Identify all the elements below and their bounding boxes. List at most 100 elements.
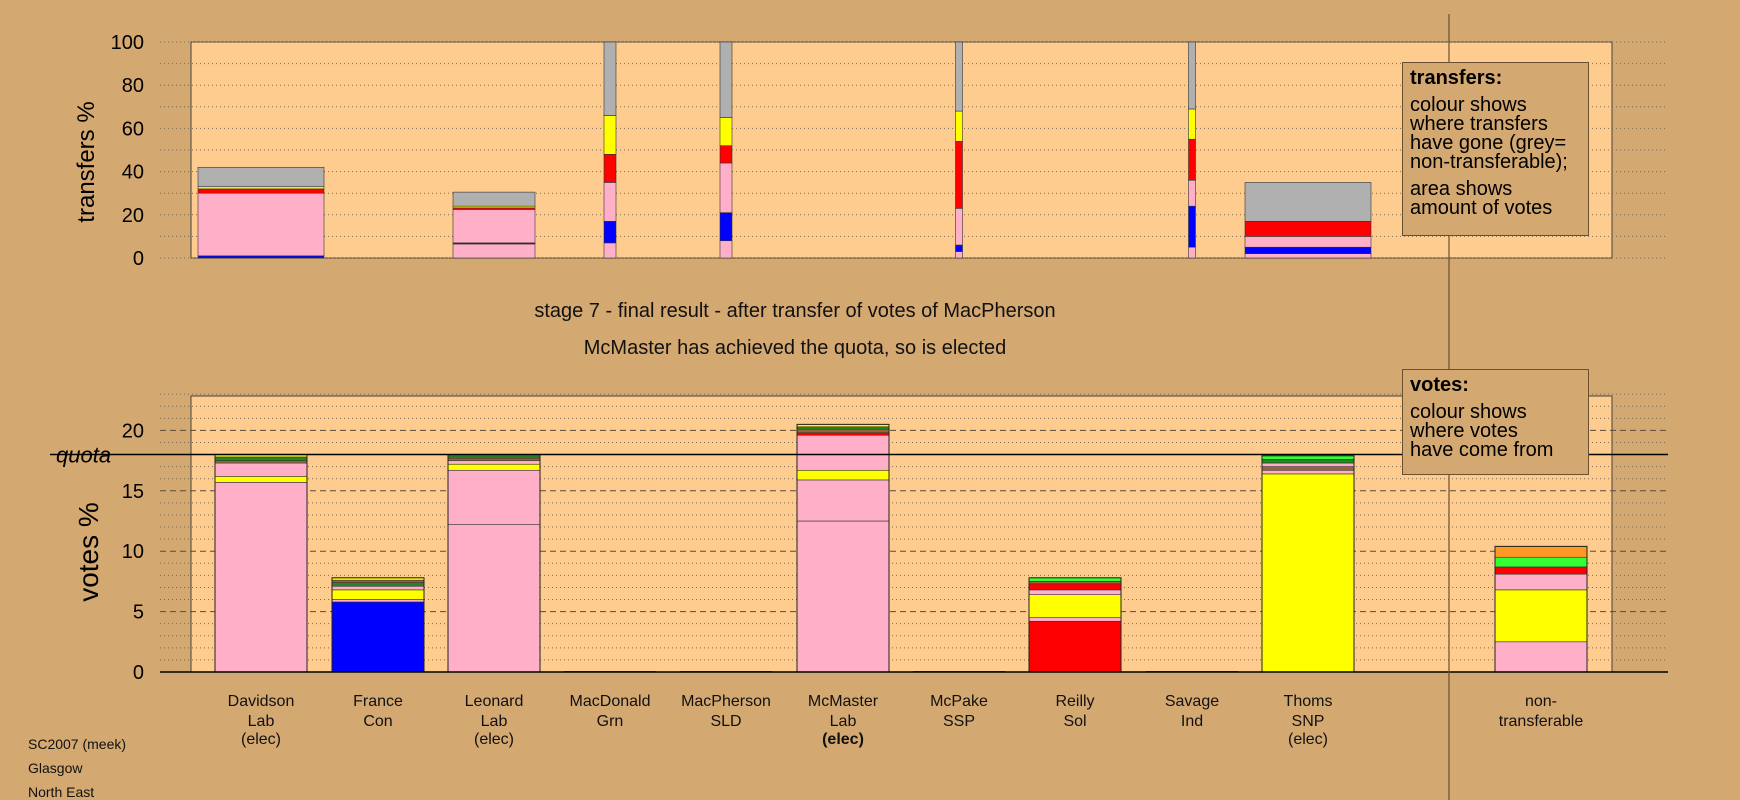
transfers-legend-line: amount of votes [1410, 197, 1553, 219]
transfer-bar-segment [603, 154, 617, 183]
transfer-bar-segment [1244, 220, 1372, 237]
vote-bar-segment [1494, 589, 1588, 643]
vote-bar-segment [331, 599, 425, 603]
transfer-bar-segment [603, 220, 617, 244]
vote-bar-segment [1494, 546, 1588, 558]
transfers-legend-heading: transfers: [1410, 67, 1503, 89]
transfer-bar-segment [719, 117, 733, 146]
transfers-tick-label: 80 [122, 75, 144, 97]
transfer-bar-segment [452, 191, 536, 207]
transfers-plot-area [190, 41, 1613, 259]
vote-bar-segment [1028, 589, 1122, 595]
transfers-tick-label: 40 [122, 162, 144, 184]
candidate-status: (elec) [241, 731, 281, 748]
transfer-bar-segment [719, 240, 733, 259]
vote-bar-segment [447, 457, 541, 461]
votes-legend: votes: colour shows where votes have com… [1402, 369, 1589, 475]
vote-bar-segment [447, 455, 541, 459]
candidate-party: SLD [710, 713, 741, 730]
candidate-party: Sol [1063, 713, 1086, 730]
transfer-bar-segment [719, 162, 733, 213]
vote-bar-segment [214, 462, 308, 477]
transfer-bar-segment [719, 145, 733, 164]
transfer-bar-segment [955, 110, 963, 142]
candidate-name: MacPherson [681, 693, 771, 710]
transfer-bar-segment [955, 251, 963, 259]
votes-axis-label: votes % [73, 502, 104, 602]
candidate-name: Leonard [465, 693, 524, 710]
transfer-bar-segment [1244, 246, 1372, 254]
candidate-status: (elec) [474, 731, 514, 748]
vote-bar-segment [1261, 462, 1355, 467]
vote-bar-segment [214, 460, 308, 464]
vote-bar-segment [796, 469, 890, 481]
transfer-bar-segment [197, 255, 325, 259]
candidate-party: SNP [1292, 713, 1325, 730]
footer-line: SC2007 (meek) [28, 736, 127, 752]
transfer-bar-segment [452, 243, 536, 259]
candidate-name: Thoms [1284, 693, 1333, 710]
vote-bar-segment [796, 432, 890, 436]
vote-bar-segment [1494, 641, 1588, 673]
candidate-party: Grn [597, 713, 624, 730]
candidate-party: Lab [248, 713, 275, 730]
vote-bar-segment [796, 520, 890, 673]
vote-bar-segment [1028, 577, 1122, 582]
footer-line: Glasgow [28, 760, 83, 776]
vote-bar-segment [1261, 459, 1355, 464]
transfers-tick-label: 20 [122, 205, 144, 227]
transfers-tick-label: 100 [111, 32, 144, 54]
votes-legend-line: colour shows [1410, 401, 1527, 423]
transfer-bar-segment [197, 166, 325, 188]
transfer-bar-segment [1188, 41, 1196, 110]
vote-bar-segment [214, 482, 308, 673]
vote-bar-segment [1261, 473, 1355, 673]
candidate-party: SSP [943, 713, 975, 730]
transfer-bar-segment [1244, 253, 1372, 259]
vote-bar-segment [214, 456, 308, 461]
transfers-tick-label: 0 [133, 248, 144, 270]
transfer-bar-segment [955, 141, 963, 209]
vote-bar-segment [796, 426, 890, 430]
vote-bar-segment [796, 434, 890, 471]
transfer-bar-segment [1188, 205, 1196, 248]
transfer-bar-segment [1188, 138, 1196, 181]
vote-bar-segment [331, 589, 425, 600]
chart-title: stage 7 - final result - after transfer … [534, 300, 1056, 322]
vote-bar-segment [1028, 581, 1122, 585]
candidate-party: Lab [481, 713, 508, 730]
transfer-bar-segment [1188, 179, 1196, 207]
transfers-tick-label: 60 [122, 118, 144, 140]
votes-legend-line: where votes [1410, 420, 1518, 442]
transfer-bar-segment [1188, 108, 1196, 140]
vote-bar-segment [331, 585, 425, 591]
transfer-bar-segment [197, 188, 325, 194]
vote-bar-segment [1494, 556, 1588, 568]
transfer-bar-segment [1244, 182, 1372, 222]
transfer-bar-segment [452, 209, 536, 244]
vote-bar-segment [1494, 573, 1588, 591]
vote-bar-segment [447, 460, 541, 465]
candidate-status: (elec) [822, 731, 864, 748]
vote-bar-segment [1494, 566, 1588, 575]
transfers-legend-line: area shows [1410, 178, 1513, 200]
vote-bar-segment [1261, 469, 1355, 475]
vote-bar-segment [796, 479, 890, 522]
candidate-name: McPake [930, 693, 988, 710]
candidate-name: McMaster [808, 693, 879, 710]
transfer-bar-segment [197, 186, 325, 190]
votes-legend-line: have come from [1410, 439, 1554, 461]
candidate-party: transferable [1499, 713, 1584, 730]
transfers-legend-line: colour shows [1410, 94, 1527, 116]
votes-tick-label: 5 [133, 602, 144, 624]
candidate-status: (elec) [1288, 731, 1328, 748]
candidate-party: Con [363, 713, 392, 730]
transfer-bar-segment [719, 41, 733, 118]
transfer-bar-segment [603, 115, 617, 155]
transfers-legend: transfers: colour shows where transfers … [1402, 62, 1589, 236]
candidate-name: non- [1525, 693, 1557, 710]
candidate-party: Lab [830, 713, 857, 730]
candidate-name: Reilly [1055, 693, 1094, 710]
vote-bar-segment [1028, 594, 1122, 618]
